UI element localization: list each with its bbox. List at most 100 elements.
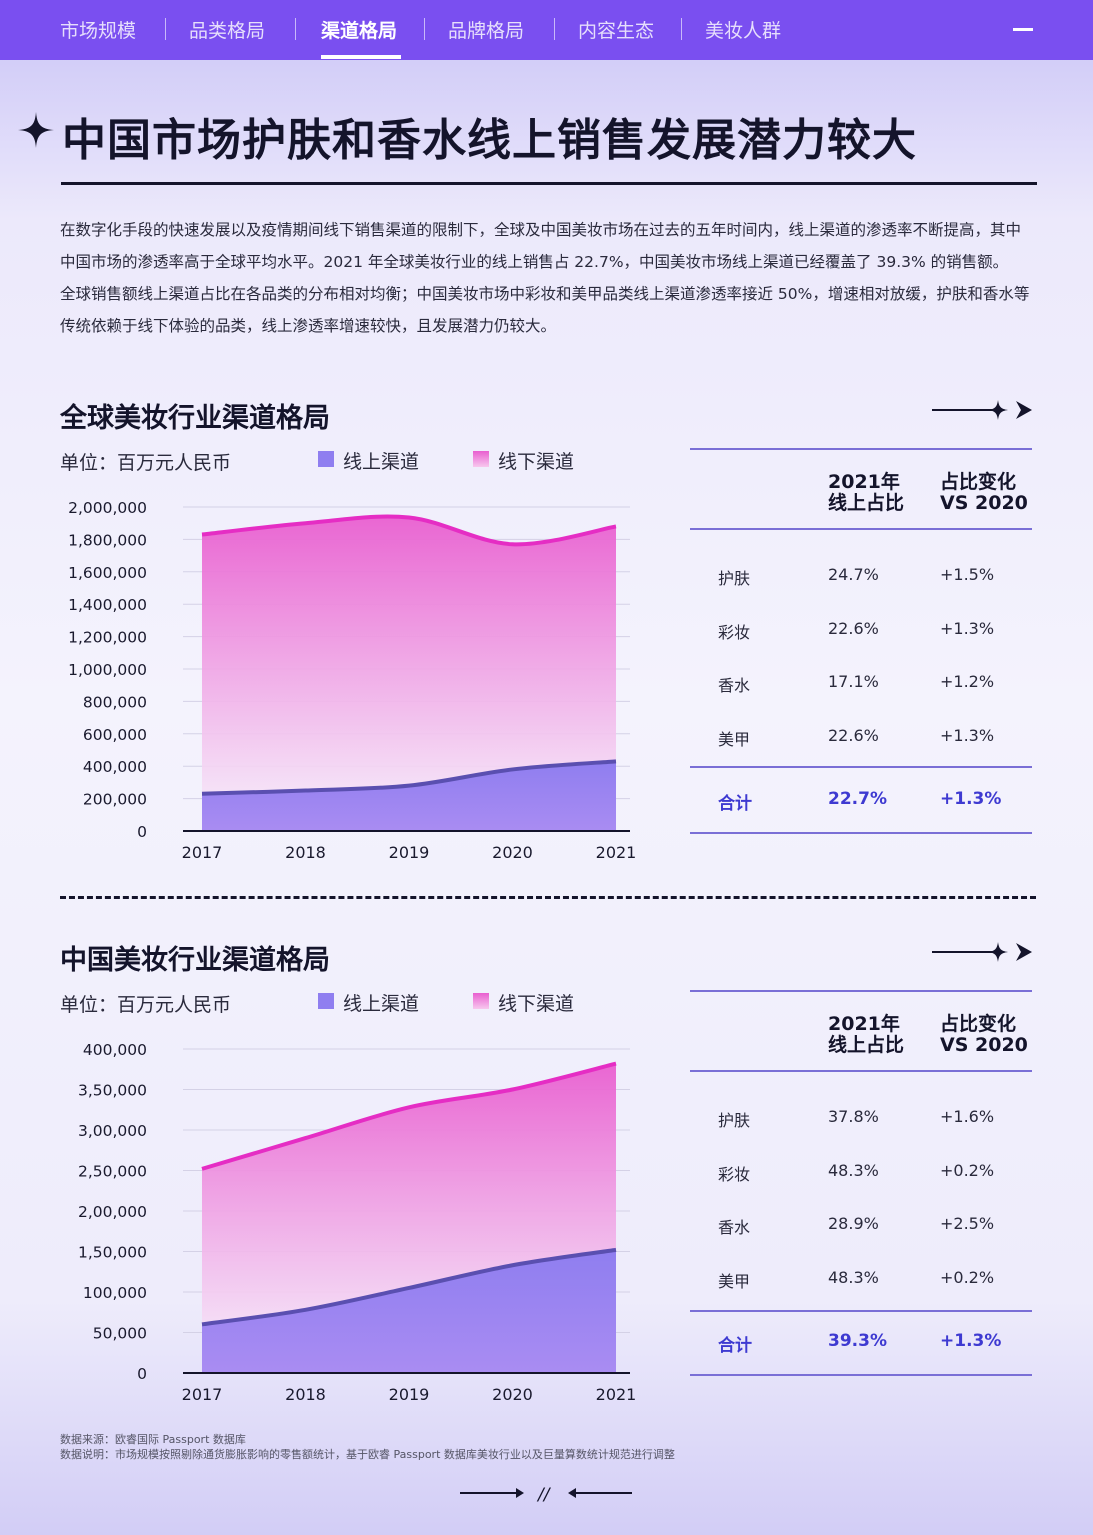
table-rule: [690, 1310, 1032, 1312]
header-change-line1: 占比变化: [940, 471, 1017, 493]
table-cell-change: +0.2%: [940, 1268, 995, 1287]
online-line: [201, 1247, 617, 1327]
header-share-line2: 线上占比: [828, 492, 905, 514]
nav-separator: [424, 18, 425, 40]
y-tick-label: 1,50,000: [78, 1244, 147, 1262]
table-cell-change: +2.5%: [940, 1214, 995, 1233]
offline-line: [201, 1061, 617, 1171]
x-tick-label: 2021: [596, 1385, 637, 1404]
table-cell-share: 48.3%: [828, 1268, 879, 1287]
china-channel-chart: 0 50,000 100,000 1,50,000 2,00,000 2,50,000 3,…: [78, 1041, 637, 1404]
table-cell-category: 护肤: [718, 1111, 751, 1130]
table-cell-change: +1.5%: [940, 565, 995, 584]
y-tick-label: 0: [137, 823, 147, 841]
page-title: 中国市场护肤和香水线上销售发展潜力较大: [62, 115, 917, 166]
footer-mark: //: [536, 1485, 552, 1505]
table-cell-share: 17.1%: [828, 672, 879, 691]
global-unit-label: 单位：百万元人民币: [60, 452, 232, 474]
legend-online-label: 线上渠道: [343, 451, 420, 473]
nav-active-indicator: [321, 55, 401, 59]
table-cell-share: 37.8%: [828, 1107, 879, 1126]
header-change-line1: 占比变化: [940, 1013, 1017, 1035]
y-tick-label: 1,400,000: [68, 596, 147, 614]
table-rule: [690, 1070, 1032, 1072]
x-tick-label: 2017: [182, 843, 223, 862]
header-share-line2: 线上占比: [828, 1034, 905, 1056]
table-rule: [690, 832, 1032, 834]
legend-offline-label: 线下渠道: [498, 451, 575, 473]
table-total-share: 22.7%: [828, 789, 887, 809]
nav-tab-market-size[interactable]: 市场规模: [60, 20, 137, 42]
header-change: 占比变化 VS 2020: [940, 472, 1028, 514]
online-area: [202, 761, 616, 831]
y-tick-label: 800,000: [83, 693, 147, 711]
intro-paragraph-2: 全球销售额线上渠道占比在各品类的分布相对均衡；中国美妆市场中彩妆和美甲品类线上渠…: [60, 285, 1030, 335]
header-change-line2: VS 2020: [940, 1034, 1028, 1056]
x-tick-label: 2021: [596, 843, 637, 862]
legend-offline-swatch: [473, 451, 489, 467]
y-tick-label: 2,00,000: [78, 1203, 147, 1221]
nav-tab-channel[interactable]: 渠道格局: [321, 20, 398, 42]
x-tick-label: 2020: [492, 843, 533, 862]
legend-online-swatch: [318, 451, 334, 467]
online-line: [201, 759, 617, 796]
table-total-label: 合计: [718, 794, 752, 814]
legend-offline-label: 线下渠道: [498, 993, 575, 1015]
intro-paragraph-1: 在数字化手段的快速发展以及疫情期间线下销售渠道的限制下，全球及中国美妆市场在过去…: [60, 221, 1022, 271]
table-rule: [690, 448, 1032, 450]
table-rule: [690, 1374, 1032, 1376]
legend-offline-swatch: [473, 993, 489, 1009]
header-change: 占比变化 VS 2020: [940, 1014, 1028, 1056]
table-total-label: 合计: [718, 1336, 752, 1356]
menu-icon[interactable]: [1013, 28, 1033, 31]
nav-tab-category[interactable]: 品类格局: [189, 20, 266, 42]
y-tick-label: 400,000: [83, 1041, 147, 1059]
legend-online-label: 线上渠道: [343, 993, 420, 1015]
y-tick-label: 2,000,000: [68, 499, 147, 517]
table-cell-category: 彩妆: [718, 1165, 751, 1184]
online-area: [202, 1249, 616, 1373]
table-cell-share: 48.3%: [828, 1161, 879, 1180]
y-tick-label: 1,000,000: [68, 661, 147, 679]
header-change-line2: VS 2020: [940, 492, 1028, 514]
nav-tab-brand[interactable]: 品牌格局: [448, 20, 525, 42]
nav-tab-audience[interactable]: 美妆人群: [705, 20, 782, 42]
y-tick-label: 1,800,000: [68, 531, 147, 549]
x-tick-label: 2019: [389, 843, 430, 862]
table-cell-change: +1.3%: [940, 619, 995, 638]
y-tick-label: 400,000: [83, 758, 147, 776]
y-tick-label: 3,00,000: [78, 1122, 147, 1140]
table-rule: [690, 766, 1032, 768]
section-divider: [60, 896, 1036, 899]
table-cell-change: +1.6%: [940, 1107, 995, 1126]
data-note-line: 数据说明：市场规模按照剔除通货膨胀影响的零售额统计，基于欧睿 Passport …: [60, 1448, 675, 1461]
global-table: 2021年 线上占比 占比变化 VS 2020 护肤 24.7% +1.5% 彩…: [690, 448, 1032, 838]
table-cell-category: 香水: [718, 1218, 751, 1237]
table-cell-change: +0.2%: [940, 1161, 995, 1180]
y-tick-label: 1,600,000: [68, 564, 147, 582]
global-channel-chart: 0 200,000 400,000 600,000 800,000 1,000,000 1,…: [68, 499, 637, 862]
header-share: 2021年 线上占比: [828, 472, 904, 514]
table-rule: [690, 528, 1032, 530]
nav-tab-content[interactable]: 内容生态: [578, 20, 655, 42]
y-tick-label: 50,000: [93, 1325, 147, 1343]
nav-separator: [681, 18, 682, 40]
nav-separator: [554, 18, 555, 40]
china-unit-label: 单位：百万元人民币: [60, 994, 232, 1016]
top-nav: 市场规模 品类格局 渠道格局 品牌格局 内容生态 美妆人群: [0, 0, 1093, 60]
table-rule: [690, 990, 1032, 992]
source-line: 数据来源：欧睿国际 Passport 数据库: [60, 1433, 246, 1446]
y-tick-label: 600,000: [83, 726, 147, 744]
y-tick-label: 1,200,000: [68, 629, 147, 647]
x-tick-label: 2017: [182, 1385, 223, 1404]
table-cell-category: 香水: [718, 676, 751, 695]
global-section-title: 全球美妆行业渠道格局: [60, 403, 330, 434]
table-total-share: 39.3%: [828, 1331, 887, 1351]
nav-separator: [165, 18, 166, 40]
table-total-change: +1.3%: [940, 789, 1002, 809]
y-tick-label: 200,000: [83, 791, 147, 809]
arrow-sparkle-icon: [932, 400, 1032, 420]
china-section-title: 中国美妆行业渠道格局: [60, 945, 330, 976]
table-cell-change: +1.2%: [940, 672, 995, 691]
table-cell-share: 28.9%: [828, 1214, 879, 1233]
